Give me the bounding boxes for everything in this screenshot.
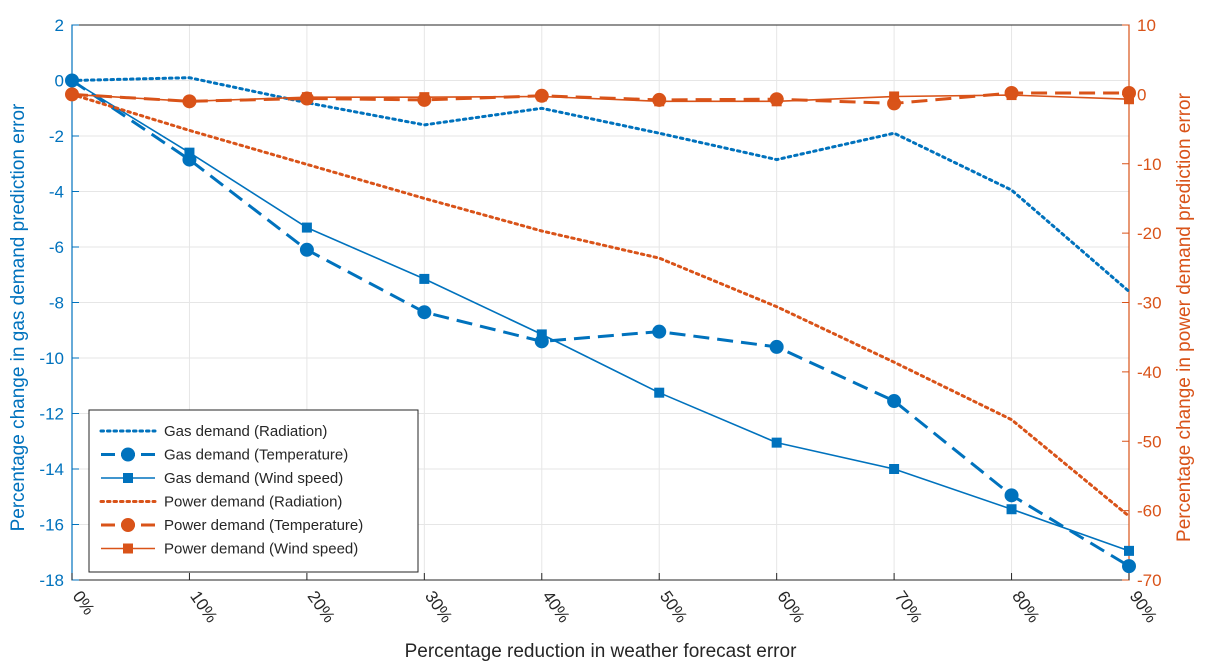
series-layer <box>65 73 1136 574</box>
data-point <box>1006 90 1017 101</box>
series-3 <box>70 92 1131 518</box>
series-0 <box>70 76 1131 293</box>
x-tick-label: 20% <box>304 587 339 626</box>
legend-item: Power demand (Radiation) <box>99 494 342 511</box>
x-tick-label: 60% <box>773 587 808 626</box>
left-tick-label: 2 <box>55 16 64 35</box>
data-point <box>887 394 902 409</box>
x-tick-label: 90% <box>1126 587 1161 626</box>
left-tick-label: -12 <box>39 405 64 424</box>
data-point <box>654 96 665 107</box>
right-tick-label: -20 <box>1137 224 1162 243</box>
x-tick-label: 80% <box>1008 587 1043 626</box>
legend-item: Gas demand (Wind speed) <box>101 470 343 487</box>
x-axis-title: Percentage reduction in weather forecast… <box>405 641 797 662</box>
data-point <box>1124 94 1134 105</box>
data-point <box>301 92 312 103</box>
data-point <box>536 91 547 102</box>
legend-item: Gas demand (Temperature) <box>101 447 348 464</box>
data-point <box>771 96 782 107</box>
data-point <box>299 242 314 257</box>
data-point <box>889 464 900 474</box>
legend-label: Power demand (Temperature) <box>164 517 363 534</box>
x-tick-label: 50% <box>656 587 691 626</box>
right-tick-label: 0 <box>1137 85 1146 104</box>
series-2 <box>67 75 1134 556</box>
legend-label: Power demand (Radiation) <box>164 494 342 511</box>
data-point <box>771 437 782 448</box>
left-tick-label: -16 <box>39 516 64 535</box>
legend-item: Power demand (Wind speed) <box>101 541 358 558</box>
right-y-axis: 10 0 -10 -20 -30 -40 -50 -60 -70 <box>1122 16 1162 590</box>
legend-item: Gas demand (Radiation) <box>99 423 327 440</box>
left-tick-label: -6 <box>49 238 64 257</box>
left-tick-label: -2 <box>49 127 64 146</box>
left-tick-label: -18 <box>39 571 64 590</box>
data-point <box>769 339 784 354</box>
data-point <box>184 96 195 107</box>
right-tick-label: -40 <box>1137 363 1162 382</box>
data-point <box>889 91 900 102</box>
series-line <box>71 79 1130 552</box>
data-point <box>419 92 430 103</box>
data-point <box>536 329 547 340</box>
data-point <box>301 222 312 233</box>
series-line <box>71 79 1130 568</box>
right-tick-label: -70 <box>1137 571 1162 590</box>
legend-marker <box>123 543 133 554</box>
data-point <box>654 387 665 398</box>
legend-marker <box>121 518 135 532</box>
data-point <box>67 89 77 100</box>
legend-item: Power demand (Temperature) <box>101 517 363 534</box>
legend-label: Power demand (Wind speed) <box>164 541 358 558</box>
series-line <box>70 92 1131 518</box>
data-point <box>1006 504 1017 515</box>
data-point <box>417 305 432 320</box>
legend-label: Gas demand (Temperature) <box>164 447 348 464</box>
data-point <box>419 273 430 284</box>
legend-marker <box>123 473 133 483</box>
left-y-axis-title: Percentage change in gas demand predicti… <box>8 103 29 531</box>
data-point <box>1122 559 1136 574</box>
data-point <box>1004 488 1019 503</box>
right-tick-label: -10 <box>1137 155 1162 174</box>
series-line <box>71 93 1130 103</box>
legend-marker <box>121 447 135 462</box>
left-tick-label: -4 <box>49 183 64 202</box>
left-tick-label: -14 <box>39 460 64 479</box>
x-tick-label: 30% <box>421 587 456 626</box>
legend-box <box>88 409 419 573</box>
right-tick-label: -60 <box>1137 502 1162 521</box>
left-y-axis: 2 0 -2 -4 -6 -8 -10 -12 -14 -16 -18 <box>39 16 79 590</box>
right-tick-label: -50 <box>1137 432 1162 451</box>
x-tick-label: 70% <box>891 587 926 626</box>
x-axis: 0% 10% 20% 30% 40% 50% 60% 70% 80% 90% <box>69 573 1161 626</box>
data-point <box>67 75 77 86</box>
series-line <box>70 76 1131 293</box>
legend-label: Gas demand (Radiation) <box>164 423 327 440</box>
legend: Gas demand (Radiation) Gas demand (Temper… <box>88 409 419 573</box>
data-point <box>184 147 195 158</box>
left-tick-label: -10 <box>39 349 64 368</box>
left-tick-label: 0 <box>55 72 64 91</box>
right-tick-label: -30 <box>1137 294 1162 313</box>
left-tick-label: -8 <box>49 294 64 313</box>
right-y-axis-title: Percentage change in power demand predic… <box>1174 92 1195 542</box>
data-point <box>1124 545 1134 556</box>
right-tick-label: 10 <box>1137 16 1156 35</box>
legend-label: Gas demand (Wind speed) <box>164 470 343 487</box>
x-tick-label: 10% <box>186 587 221 626</box>
x-tick-label: 0% <box>69 587 99 618</box>
x-tick-label: 40% <box>539 587 574 626</box>
data-point <box>652 324 667 339</box>
series-5 <box>67 89 1134 107</box>
